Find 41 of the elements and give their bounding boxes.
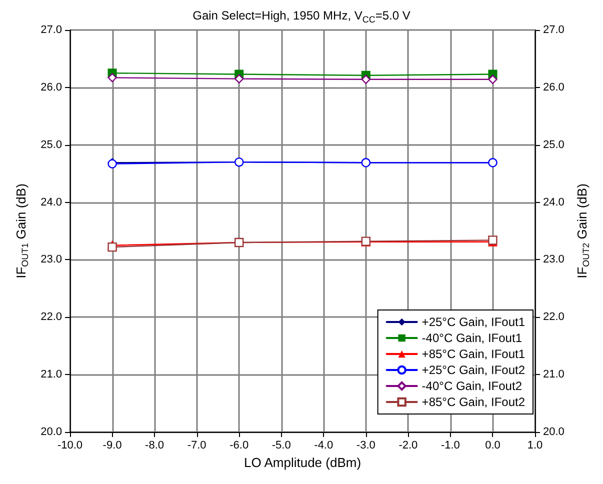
x-tick-label: -4.0 [314,440,334,452]
point [361,74,371,84]
x-tick-label: 1.0 [527,440,543,452]
legend-label: +85°C Gain, IFout2 [422,395,526,409]
point [108,73,117,82]
legend-label: -40°C Gain, IFout1 [422,331,522,345]
x-axis-title: LO Amplitude (dBm) [244,454,362,470]
y2-tick-label: 26.0 [543,81,564,94]
x-tick-label: -3.0 [356,440,376,452]
x-tick-label: -6.0 [230,440,249,452]
y2-axis-title: IFOUT2 Gain (dB) [574,184,591,278]
y-tick-label: 27.0 [40,24,62,36]
y-tick-label: 20.0 [40,426,62,438]
y2-tick-label: 23.0 [543,254,564,266]
x-tick-label: -8.0 [145,440,164,452]
y2-tick-label: 27.0 [543,24,564,36]
x-tick-label: -7.0 [187,440,206,452]
legend-label: +85°C Gain, IFout1 [422,347,526,361]
y-tick-label: 25.0 [40,138,62,151]
legend-label: +25°C Gain, IFout1 [422,315,526,329]
x-tick-label: -10.0 [57,440,83,452]
x-tick-label: -5.0 [272,440,291,452]
x-tick-label: -2.0 [398,440,418,452]
x-tick-label: 0.0 [485,440,500,452]
y-tick-label: 23.0 [40,254,62,266]
x-tick-label: -1.0 [440,440,460,452]
point [234,74,244,84]
legend-label: +25°C Gain, IFout2 [422,363,526,377]
y2-tick-label: 20.0 [543,426,564,438]
y-tick-label: 26.0 [40,81,62,94]
x-tick-label: -9.0 [102,440,122,452]
y-tick-label: 22.0 [40,311,62,324]
y2-tick-label: 21.0 [543,368,564,381]
y2-tick-label: 24.0 [543,196,564,208]
legend-label: -40°C Gain, IFout2 [422,379,522,393]
point [488,74,498,84]
y-tick-label: 21.0 [40,368,62,381]
y2-tick-label: 22.0 [543,311,564,324]
y-tick-label: 24.0 [40,196,62,208]
y-axis-title: IFOUT1 Gain (dB) [14,184,30,278]
y2-tick-label: 25.0 [543,138,564,151]
